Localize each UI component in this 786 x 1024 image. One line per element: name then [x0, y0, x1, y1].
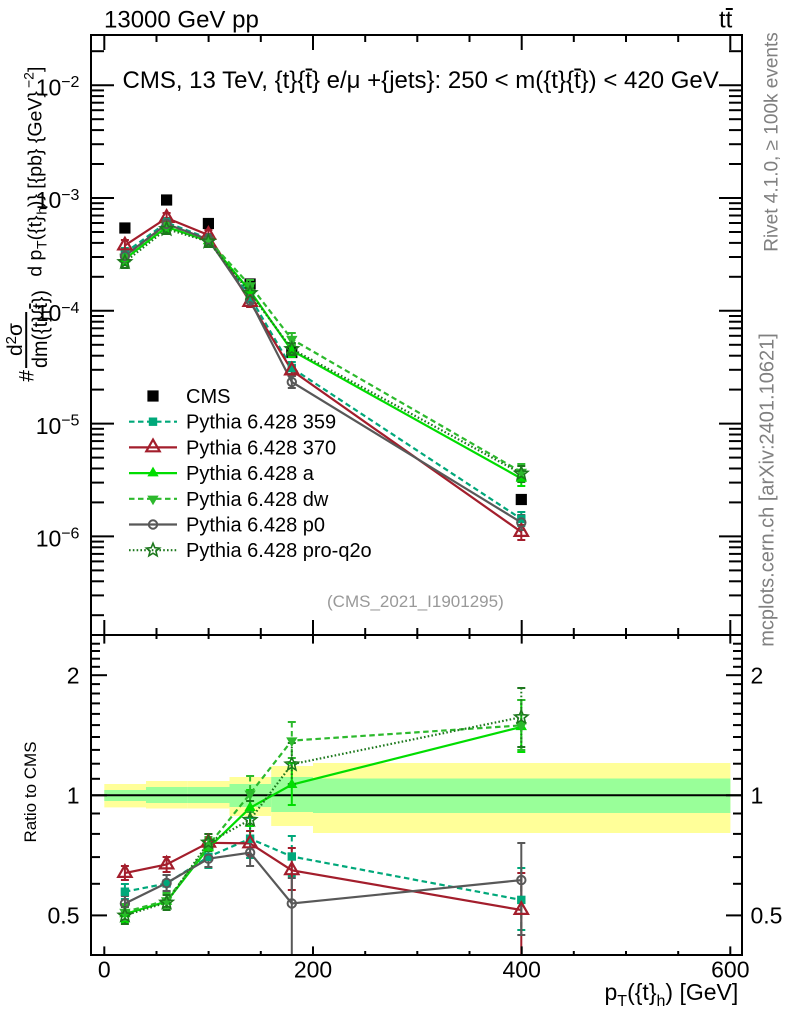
svg-text:Pythia 6.428 dw: Pythia 6.428 dw: [186, 489, 329, 511]
svg-text:d p: d p: [25, 250, 47, 277]
svg-text:0.5: 0.5: [48, 903, 80, 929]
svg-text:({t}: ({t}: [627, 979, 657, 1005]
svg-text:CMS, 13 TeV, {t}{t} e/μ +{jets: CMS, 13 TeV, {t}{t} e/μ +{jets}: 250 < m…: [123, 67, 719, 94]
svg-text:Ratio to CMS: Ratio to CMS: [21, 741, 40, 842]
svg-text:−4: −4: [61, 300, 79, 317]
svg-text:h: h: [34, 207, 50, 215]
svg-text:200: 200: [294, 957, 332, 983]
svg-text:Pythia 6.428 359: Pythia 6.428 359: [186, 412, 336, 434]
svg-text:T: T: [617, 993, 627, 1010]
svg-text:mcplots.cern.ch [arXiv:2401.10: mcplots.cern.ch [arXiv:2401.10621]: [757, 333, 779, 647]
svg-text:h: h: [657, 993, 666, 1010]
svg-text:600: 600: [711, 957, 749, 983]
svg-text:CMS: CMS: [186, 386, 230, 408]
svg-text:2: 2: [67, 663, 80, 689]
svg-text:) [GeV]: ) [GeV]: [665, 979, 738, 1005]
svg-text:Pythia 6.428 pro-q2o: Pythia 6.428 pro-q2o: [186, 540, 372, 562]
svg-text:0: 0: [98, 957, 111, 983]
svg-text:Pythia 6.428 a: Pythia 6.428 a: [186, 463, 315, 485]
svg-text:Pythia 6.428 370: Pythia 6.428 370: [186, 437, 336, 459]
svg-text:0.5: 0.5: [751, 903, 783, 929]
svg-text:dm({t}{t}): dm({t}{t}): [29, 290, 52, 368]
svg-text:({t}: ({t}: [25, 215, 47, 240]
svg-text:p: p: [605, 979, 618, 1005]
svg-text:10: 10: [36, 300, 62, 326]
svg-text:(CMS_2021_I1901295): (CMS_2021_I1901295): [327, 592, 504, 611]
svg-text:−2: −2: [61, 74, 79, 91]
svg-text:−6: −6: [61, 525, 79, 542]
svg-text:−5: −5: [61, 413, 79, 430]
svg-text:13000 GeV pp: 13000 GeV pp: [104, 7, 259, 34]
svg-text:−3: −3: [61, 187, 79, 204]
svg-text:#: #: [16, 370, 39, 382]
svg-text:1: 1: [751, 783, 764, 809]
svg-text:10: 10: [36, 187, 62, 213]
svg-text:)} [{pb} {GeV}: )} [{pb} {GeV}: [25, 91, 47, 208]
svg-text:10: 10: [36, 413, 62, 439]
svg-text:T: T: [34, 240, 50, 249]
svg-text:]: ]: [25, 67, 47, 72]
svg-text:2: 2: [751, 663, 764, 689]
svg-text:Rivet 4.1.0, ≥ 100k events: Rivet 4.1.0, ≥ 100k events: [762, 32, 783, 252]
svg-text:−2: −2: [21, 72, 37, 88]
svg-text:tt: tt: [719, 7, 733, 34]
svg-text:10: 10: [36, 526, 62, 552]
svg-text:400: 400: [503, 957, 541, 983]
svg-text:1: 1: [67, 783, 80, 809]
svg-text:Pythia 6.428 p0: Pythia 6.428 p0: [186, 515, 325, 537]
svg-text:10: 10: [36, 74, 62, 100]
